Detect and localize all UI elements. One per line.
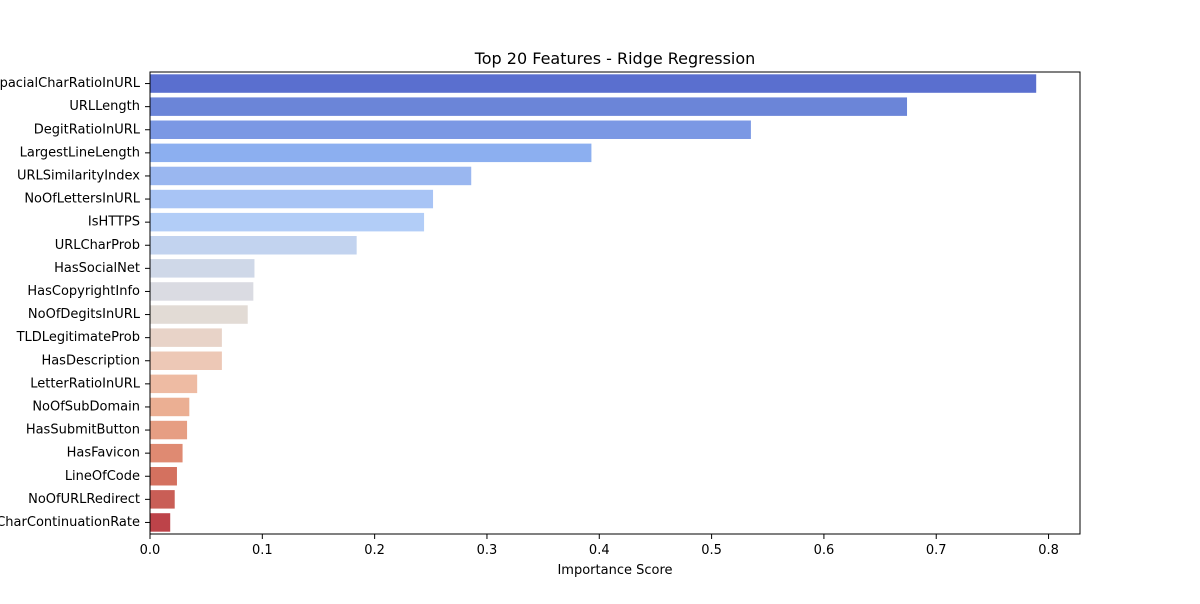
y-tick-label: HasSocialNet <box>54 261 140 276</box>
x-tick-label: 0.7 <box>926 543 947 558</box>
y-tick-label: LetterRatioInURL <box>30 376 141 391</box>
y-tick-label: URLSimilarityIndex <box>17 168 140 183</box>
bar-HasDescription <box>150 351 222 370</box>
y-tick-label: HasFavicon <box>67 446 140 461</box>
y-tick-label: URLLength <box>69 99 140 114</box>
y-tick-label: NoOfLettersInURL <box>24 192 140 207</box>
bar-LineOfCode <box>150 467 177 486</box>
x-tick-label: 0.6 <box>814 543 835 558</box>
y-tick-label: DegitRatioInURL <box>34 122 141 137</box>
y-tick-label: HasCopyrightInfo <box>27 284 140 299</box>
chart-title: Top 20 Features - Ridge Regression <box>474 49 756 68</box>
x-tick-label: 0.2 <box>364 543 385 558</box>
bar-HasFavicon <box>150 443 183 463</box>
y-tick-label: LineOfCode <box>65 469 140 484</box>
bar-NoOfURLRedirect <box>150 490 175 509</box>
x-tick-label: 0.8 <box>1038 543 1059 558</box>
bar-URLCharProb <box>150 236 357 255</box>
plot-frame <box>149 71 1081 535</box>
y-tick-label: CharContinuationRate <box>0 515 140 530</box>
bar-IsHTTPS <box>150 212 425 232</box>
bar-HasCopyrightInfo <box>150 282 254 301</box>
y-tick-label: HasSubmitButton <box>26 423 140 438</box>
y-tick-label: HasDescription <box>41 353 140 368</box>
x-tick-label: 0.3 <box>477 543 498 558</box>
y-axis-ticks: SpacialCharRatioInURL URLLength DegitRatio… <box>0 76 150 530</box>
y-tick-label: LargestLineLength <box>20 145 140 160</box>
y-tick-label: SpacialCharRatioInURL <box>0 76 141 91</box>
y-tick-label: NoOfSubDomain <box>32 399 140 414</box>
bar-TLDLegitimateProb <box>150 328 222 347</box>
y-tick-label: IsHTTPS <box>88 215 140 230</box>
bar-CharContinuationRate <box>150 513 171 532</box>
bar-NoOfLettersInURL <box>150 189 434 209</box>
y-tick-label: TLDLegitimateProb <box>16 330 140 345</box>
bar-NoOfSubDomain <box>150 397 190 417</box>
bar-NoOfDegitsInURL <box>150 305 248 324</box>
x-axis-ticks: 0.0 0.1 0.2 0.3 0.4 0.5 0.6 0.7 0.8 <box>140 534 1059 558</box>
x-tick-label: 0.0 <box>140 543 161 558</box>
bar-LetterRatioInURL <box>150 374 198 394</box>
x-axis-label: Importance Score <box>557 563 672 578</box>
y-tick-label: URLCharProb <box>55 238 140 253</box>
bar-SpacialCharRatioInURL <box>150 74 1037 93</box>
bars-group <box>150 74 1037 532</box>
bar-HasSocialNet <box>150 259 255 278</box>
x-tick-label: 0.4 <box>589 543 610 558</box>
bar-HasSubmitButton <box>150 420 188 440</box>
x-tick-label: 0.5 <box>701 543 722 558</box>
bar-DegitRatioInURL <box>150 120 751 139</box>
y-tick-label: NoOfURLRedirect <box>28 492 140 507</box>
x-tick-label: 0.1 <box>252 543 273 558</box>
bar-URLSimilarityIndex <box>150 166 472 186</box>
y-tick-label: NoOfDegitsInURL <box>28 307 141 322</box>
bar-LargestLineLength <box>150 143 592 163</box>
bar-URLLength <box>150 97 908 116</box>
